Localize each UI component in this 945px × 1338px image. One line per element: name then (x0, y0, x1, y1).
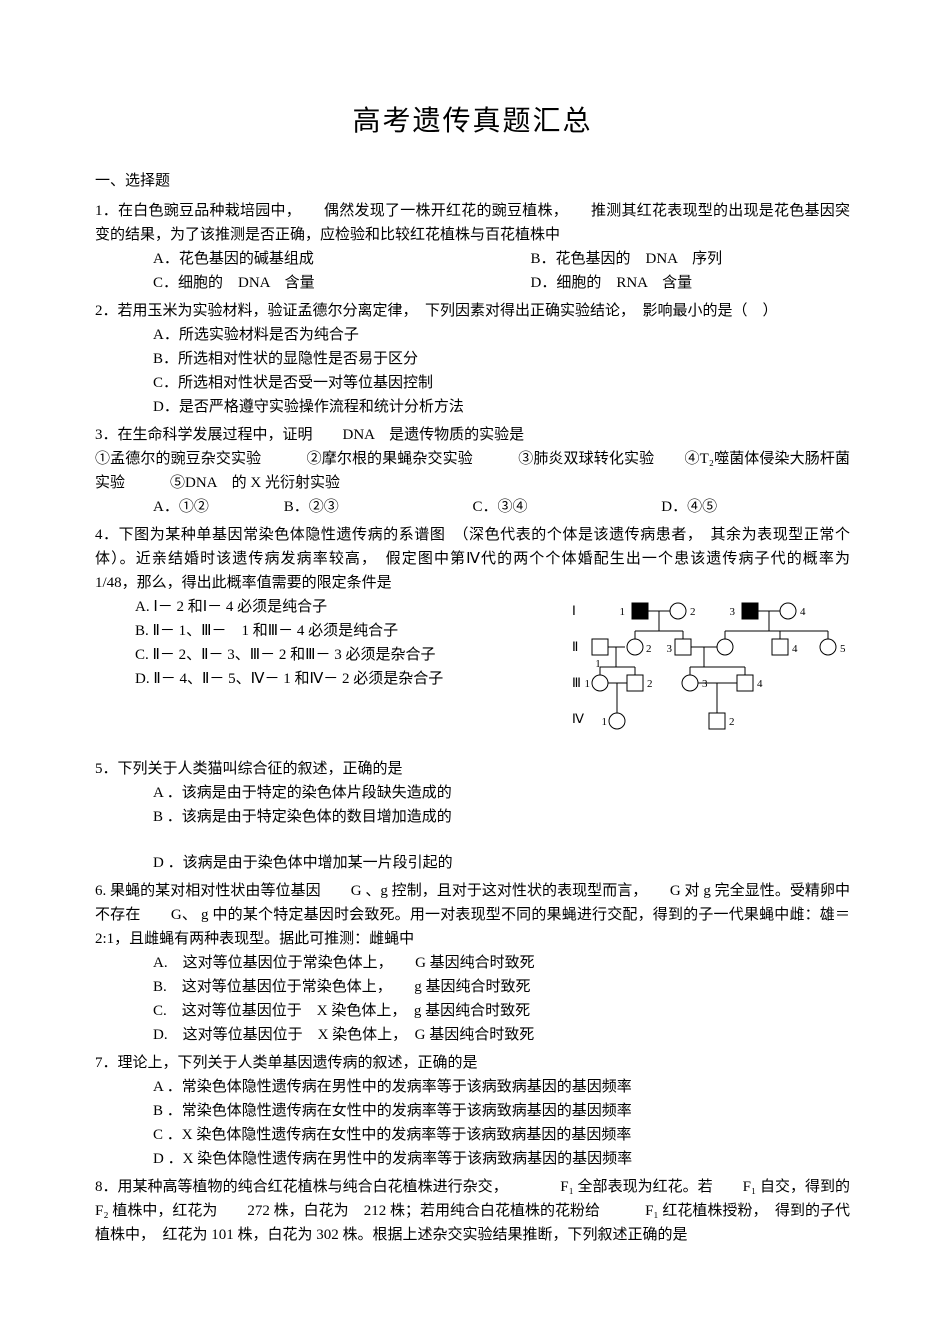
iv2-num: 2 (729, 716, 735, 728)
q2-option-d: D．是否严格遵守实验操作流程和统计分析方法 (95, 395, 850, 419)
q6-option-d: D. 这对等位基因位于 X 染色体上， G 基因纯合时致死 (95, 1023, 850, 1047)
question-7: 7．理论上，下列关于人类单基因遗传病的叙述，正确的是 A ．常染色体隐性遗传病在… (95, 1051, 850, 1171)
iv1-circle (609, 713, 625, 729)
gen-1-label: Ⅰ (572, 603, 576, 618)
ii5-num: 5 (840, 643, 846, 655)
q1-option-a: A．花色基因的碱基组成 (95, 247, 473, 271)
ii2-num: 2 (646, 643, 652, 655)
ii5-circle (820, 639, 836, 655)
iii3-circle (682, 675, 698, 691)
section-heading: 一、选择题 (95, 169, 850, 193)
q2-option-a: A．所选实验材料是否为纯合子 (95, 323, 850, 347)
q4-option-d: D. Ⅱ－ 4、Ⅱ－ 5、Ⅳ－ 1 和Ⅳ－ 2 必须是杂合子 (95, 667, 558, 691)
q3-items: ①孟德尔的豌豆杂交实验 ②摩尔根的果蝇杂交实验 ③肺炎双球转化实验 ④T₂噬菌体… (95, 447, 850, 495)
q8-stem: 8．用某种高等植物的纯合红花植株与纯合白花植株进行杂交， F₁ 全部表现为红花。… (95, 1175, 850, 1247)
q2-option-b: B．所选相对性状的显隐性是否易于区分 (95, 347, 850, 371)
q7-option-b: B ．常染色体隐性遗传病在女性中的发病率等于该病致病基因的基因频率 (95, 1099, 850, 1123)
q1-option-d: D．细胞的 RNA 含量 (473, 271, 851, 295)
q7-option-a: A ．常染色体隐性遗传病在男性中的发病率等于该病致病基因的基因频率 (95, 1075, 850, 1099)
ii2-circle (627, 639, 643, 655)
q3-option-a: A．①② (95, 495, 284, 519)
iii4-num: 4 (757, 678, 763, 690)
i3-num: 3 (730, 606, 736, 618)
gen-3-label: Ⅲ (572, 675, 581, 690)
pedigree-diagram: Ⅰ 1 2 3 4 (570, 595, 850, 745)
i1-num: 1 (620, 606, 626, 618)
iv2-square (709, 713, 725, 729)
ii3-square (675, 639, 691, 655)
iii1-circle (592, 675, 608, 691)
i4-num: 4 (800, 606, 806, 618)
question-1: 1．在白色豌豆品种栽培园中， 偶然发现了一株开红花的豌豆植株， 推测其红花表现型… (95, 199, 850, 295)
q1-stem: 1．在白色豌豆品种栽培园中， 偶然发现了一株开红花的豌豆植株， 推测其红花表现型… (95, 199, 850, 247)
q3-option-c: C．③④ (473, 495, 662, 519)
ii4-num: 4 (792, 643, 798, 655)
i3-square (742, 603, 758, 619)
question-6: 6. 果蝇的某对相对性状由等位基因 G 、g 控制，且对于这对性状的表现型而言，… (95, 879, 850, 1047)
iv1-num: 1 (602, 716, 608, 728)
gen-4-label: Ⅳ (572, 711, 584, 726)
question-2: 2．若用玉米为实验材料，验证孟德尔分离定律， 下列因素对得出正确实验结论， 影响… (95, 299, 850, 419)
q4-option-b: B. Ⅱ－ 1、Ⅲ－ 1 和Ⅲ－ 4 必须是纯合子 (95, 619, 558, 643)
q1-option-b: B．花色基因的 DNA 序列 (473, 247, 851, 271)
q6-option-b: B. 这对等位基因位于常染色体上， g 基因纯合时致死 (95, 975, 850, 999)
q4-stem: 4．下图为某种单基因常染色体隐性遗传病的系谱图 （深色代表的个体是该遗传病患者，… (95, 523, 850, 595)
question-4: 4．下图为某种单基因常染色体隐性遗传病的系谱图 （深色代表的个体是该遗传病患者，… (95, 523, 850, 745)
q7-option-d: D ．X 染色体隐性遗传病在男性中的发病率等于该病致病基因的基因频率 (95, 1147, 850, 1171)
q5-option-d: D ．该病是由于染色体中增加某一片段引起的 (95, 851, 850, 875)
iii2-num: 2 (647, 678, 653, 690)
page-title: 高考遗传真题汇总 (95, 100, 850, 145)
q6-stem: 6. 果蝇的某对相对性状由等位基因 G 、g 控制，且对于这对性状的表现型而言，… (95, 879, 850, 951)
iii1-num: 1 (585, 678, 591, 690)
pedigree-svg: Ⅰ 1 2 3 4 (570, 595, 850, 745)
q7-stem: 7．理论上，下列关于人类单基因遗传病的叙述，正确的是 (95, 1051, 850, 1075)
q1-option-c: C．细胞的 DNA 含量 (95, 271, 473, 295)
q5-option-a: A ．该病是由于特定的染色体片段缺失造成的 (95, 781, 850, 805)
ii1-square (592, 639, 608, 655)
q3-option-b: B．②③ (284, 495, 473, 519)
ii3-num: 3 (667, 643, 673, 655)
gen-2-label: Ⅱ (572, 639, 578, 654)
q5-option-b: B ．该病是由于特定染色体的数目增加造成的 (95, 805, 850, 829)
q2-option-c: C．所选相对性状是否受一对等位基因控制 (95, 371, 850, 395)
q3-option-d: D．④⑤ (661, 495, 850, 519)
i2-num: 2 (690, 606, 696, 618)
question-5: 5．下列关于人类猫叫综合征的叙述，正确的是 A ．该病是由于特定的染色体片段缺失… (95, 757, 850, 875)
i2-circle (670, 603, 686, 619)
question-3: 3．在生命科学发展过程中，证明 DNA 是遗传物质的实验是 ①孟德尔的豌豆杂交实… (95, 423, 850, 519)
question-8: 8．用某种高等植物的纯合红花植株与纯合白花植株进行杂交， F₁ 全部表现为红花。… (95, 1175, 850, 1247)
q6-option-c: C. 这对等位基因位于 X 染色体上， g 基因纯合时致死 (95, 999, 850, 1023)
q6-option-a: A. 这对等位基因位于常染色体上， G 基因纯合时致死 (95, 951, 850, 975)
ii3b-circle (717, 639, 733, 655)
q7-option-c: C ．X 染色体隐性遗传病在女性中的发病率等于该病致病基因的基因频率 (95, 1123, 850, 1147)
q2-stem: 2．若用玉米为实验材料，验证孟德尔分离定律， 下列因素对得出正确实验结论， 影响… (95, 299, 850, 323)
q3-stem: 3．在生命科学发展过程中，证明 DNA 是遗传物质的实验是 (95, 423, 850, 447)
q5-stem: 5．下列关于人类猫叫综合征的叙述，正确的是 (95, 757, 850, 781)
q4-option-c: C. Ⅱ－ 2、Ⅱ－ 3、Ⅲ－ 2 和Ⅲ－ 3 必须是杂合子 (95, 643, 558, 667)
iii4-square (737, 675, 753, 691)
q4-option-a: A. Ⅰ－ 2 和Ⅰ－ 4 必须是纯合子 (95, 595, 558, 619)
ii4-square (772, 639, 788, 655)
i1-square (632, 603, 648, 619)
iii2-square (627, 675, 643, 691)
i4-circle (780, 603, 796, 619)
iii3-num: 3 (702, 678, 708, 690)
